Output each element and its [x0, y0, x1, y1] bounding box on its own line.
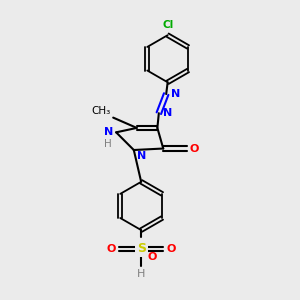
Text: N: N [171, 89, 180, 99]
Text: O: O [147, 253, 156, 262]
Text: N: N [104, 127, 113, 137]
Text: O: O [190, 143, 199, 154]
Text: O: O [166, 244, 176, 254]
Text: CH₃: CH₃ [91, 106, 110, 116]
Text: H: H [104, 139, 112, 149]
Text: H: H [137, 269, 146, 279]
Text: O: O [107, 244, 116, 254]
Text: N: N [137, 152, 146, 161]
Text: N: N [163, 108, 172, 118]
Text: Cl: Cl [162, 20, 173, 30]
Text: S: S [137, 242, 146, 255]
